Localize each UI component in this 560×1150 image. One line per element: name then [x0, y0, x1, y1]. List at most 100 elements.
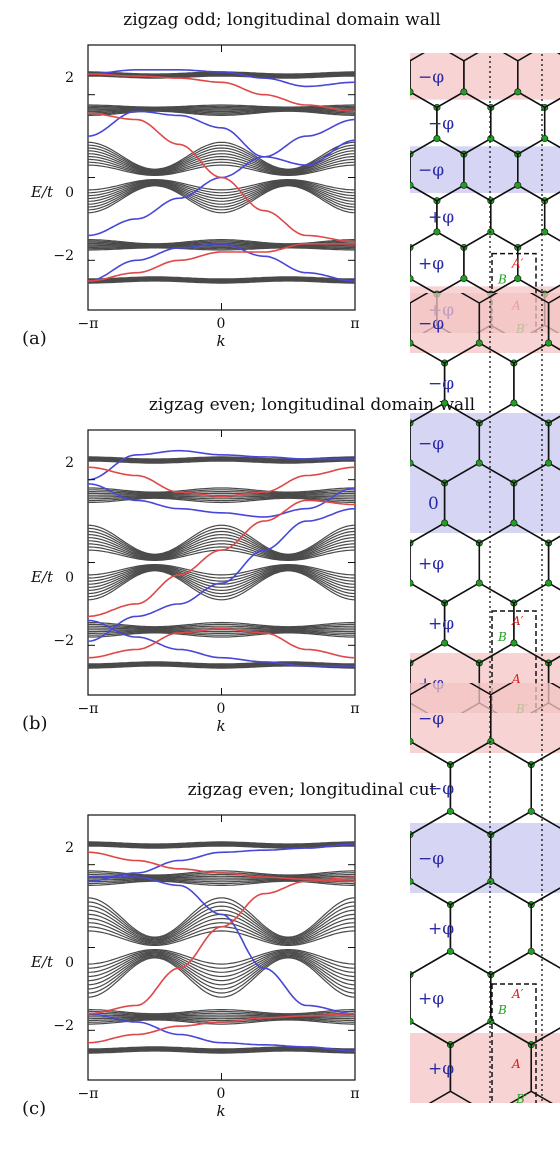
bulk-band-line [88, 179, 355, 191]
lattice-site [407, 1111, 413, 1117]
hexagon [543, 97, 560, 149]
lattice-site [372, 280, 378, 286]
bulk-band-line [88, 905, 355, 940]
sublattice-label: B [497, 630, 507, 644]
bulk-band-line [88, 567, 355, 588]
bulk-band-line [88, 956, 355, 994]
x-tick-label: 0 [217, 1086, 226, 1102]
shade-band [410, 683, 560, 753]
bulk-band-line [88, 632, 355, 638]
bulk-band-line [88, 922, 355, 944]
sublattice-label: B [497, 273, 507, 287]
lattice-site [366, 948, 372, 954]
panel-c: zigzag even; longitudinal cut −φ −φ −φ +φ +φ… [22, 683, 560, 1120]
hexagon [547, 535, 560, 591]
series-line [88, 619, 355, 667]
bulk-band-line [88, 144, 355, 171]
series-line [88, 449, 355, 481]
shade-band [410, 53, 560, 100]
bulk-band-line [88, 527, 355, 556]
lattice-site [460, 88, 468, 96]
lattice-site [541, 135, 549, 143]
lattice-site [380, 104, 386, 110]
y-tick-label: 0 [65, 570, 74, 586]
phase-label: −φ [428, 779, 454, 799]
bulk-band-line [88, 496, 355, 502]
y-tick-label: 2 [65, 70, 74, 86]
y-tick-label: −2 [53, 633, 74, 649]
lattice-site [514, 88, 522, 96]
bulk-band-line [88, 183, 355, 208]
phase-label: −φ [418, 434, 444, 454]
shade-band [410, 473, 560, 533]
bulk-band-line [88, 951, 355, 973]
lattice-site [380, 135, 386, 141]
bulk-band-line [88, 239, 355, 245]
bulk-band-line [88, 492, 355, 495]
bulk-band-line [88, 487, 355, 493]
panel-title: zigzag even; longitudinal domain wall [149, 395, 475, 415]
lattice-site [380, 291, 386, 297]
lattice-site [410, 579, 414, 587]
lattice-site [410, 459, 414, 467]
bulk-band-line [88, 105, 355, 109]
hexagon [410, 59, 411, 93]
series-line [88, 466, 355, 498]
bulk-band-line [88, 631, 355, 636]
series-line [88, 843, 355, 883]
bulk-band-line [88, 952, 355, 978]
lattice-site [460, 275, 468, 283]
x-tick-label: π [350, 1086, 359, 1102]
bulk-band-line [88, 540, 355, 559]
phase-label: +φ [428, 919, 454, 939]
bulk-band-line [88, 164, 355, 176]
y-axis-label: E/t [30, 953, 54, 971]
series-line [88, 1013, 355, 1044]
phase-label: +φ [418, 554, 444, 574]
y-axis-label: E/t [30, 568, 54, 586]
hexagon [490, 950, 560, 1046]
lattice-site [514, 275, 522, 283]
lattice-site [441, 280, 447, 286]
lattice-site [410, 88, 414, 96]
panel-label: (a) [22, 328, 47, 349]
lattice-site [488, 42, 494, 48]
bulk-band-line [88, 150, 355, 173]
shade-band [410, 823, 560, 893]
bulk-band-line [88, 537, 355, 558]
bulk-band-line [88, 909, 355, 941]
bulk-band-line [88, 917, 355, 943]
panel-label: (b) [22, 713, 48, 734]
bulk-band-line [88, 567, 355, 592]
phase-label: −φ [428, 374, 454, 394]
lattice-site [475, 339, 483, 347]
bulk-band-line [88, 953, 355, 982]
bulk-band-line [88, 623, 355, 629]
lattice-site [380, 198, 386, 204]
hexagon [410, 693, 411, 743]
x-axis-label: k [216, 1102, 225, 1120]
bulk-band-line [88, 141, 355, 170]
plot-area [88, 841, 355, 1054]
bulk-band-line [88, 957, 355, 998]
bulk-band-line [88, 897, 355, 938]
bulk-band-line [88, 949, 355, 965]
lattice-site [372, 720, 378, 726]
bulk-band-line [88, 496, 355, 500]
x-tick-label: −π [78, 1086, 99, 1102]
supercell-outline [489, 53, 543, 333]
x-tick-label: 0 [217, 316, 226, 332]
sublattice-label: B [497, 1003, 507, 1017]
bulk-band-line [88, 75, 355, 79]
lattice-site [441, 639, 449, 647]
lattice-site [475, 459, 483, 467]
phase-label: −φ [418, 67, 444, 87]
lattice-site [433, 228, 441, 236]
bulk-band-line [88, 543, 355, 560]
bulk-band-line [88, 565, 355, 582]
bulk-band-line [88, 1050, 355, 1054]
bulk-band-line [88, 179, 355, 194]
lattice-site [542, 42, 548, 48]
hexagon [449, 880, 532, 976]
